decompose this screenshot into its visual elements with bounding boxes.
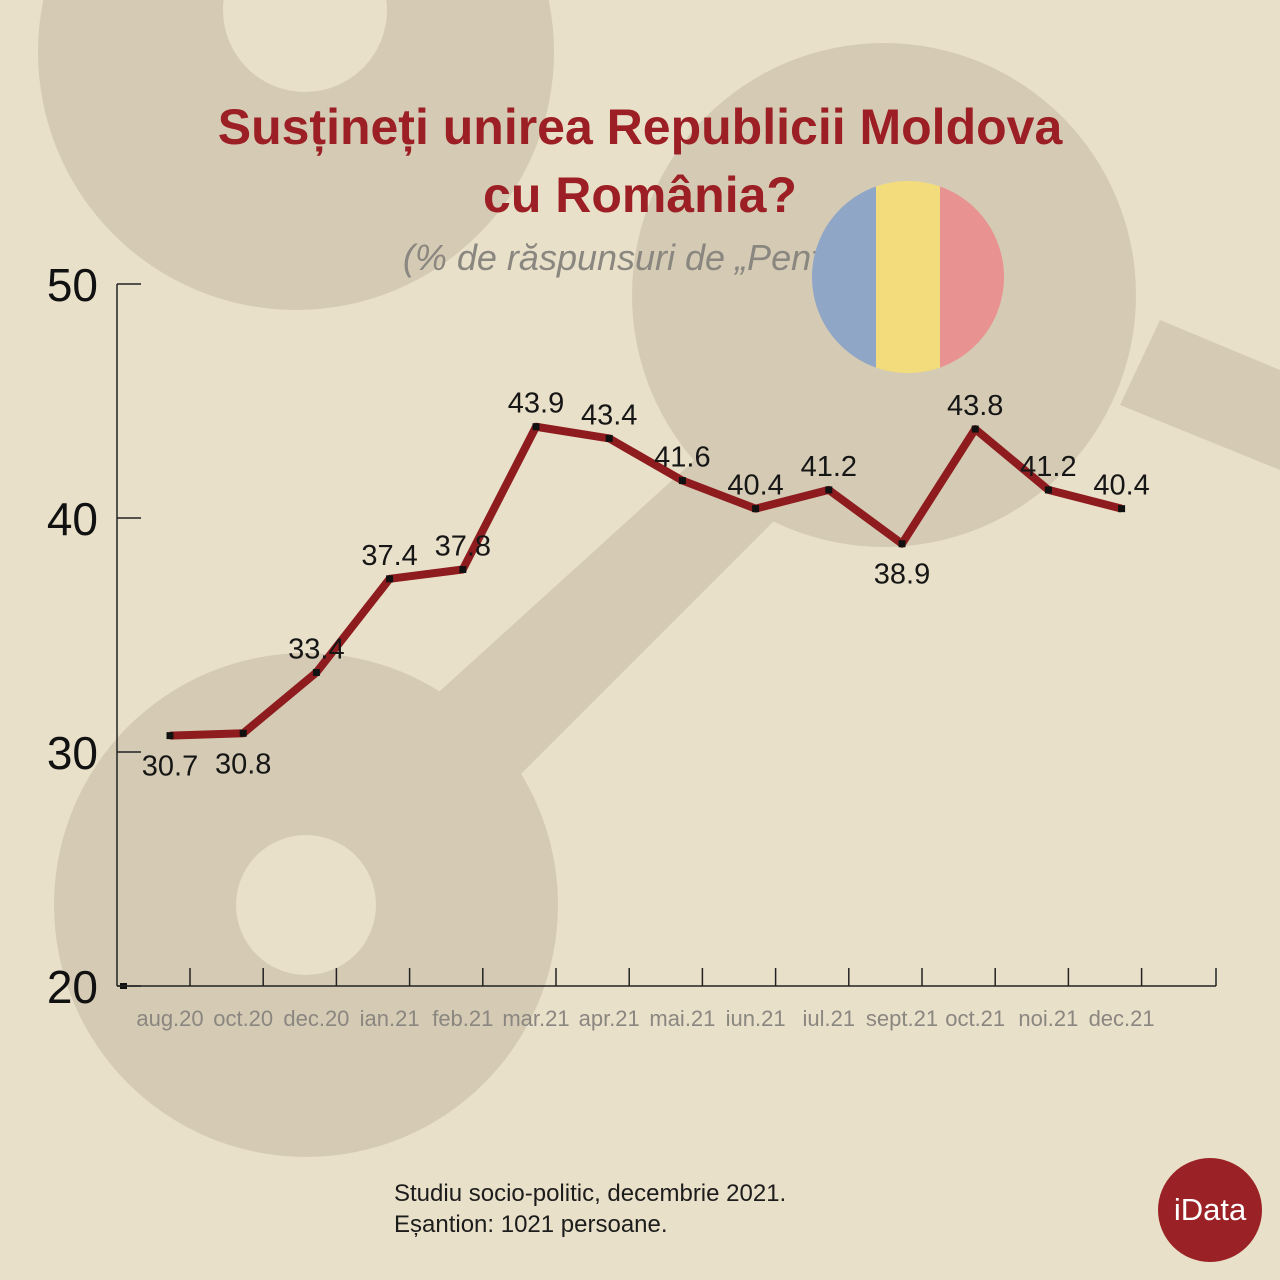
- data-point: [386, 575, 394, 583]
- bg-connector-diagonal: [430, 455, 775, 780]
- series-pentru: [166, 422, 1126, 740]
- series-line: [169, 422, 1123, 740]
- x-tick-label: mar.21: [502, 1006, 569, 1031]
- data-point: [898, 540, 906, 548]
- bg-ring-top-left: [38, 0, 554, 310]
- chart-title-line2: cu România?: [483, 167, 797, 223]
- x-tick-label: oct.21: [945, 1006, 1005, 1031]
- chart-title-line1: Susțineți unirea Republicii Moldova: [217, 99, 1063, 155]
- data-label: 43.4: [581, 399, 637, 431]
- chart-subtitle: (% de răspunsuri de „Pentru”): [402, 237, 878, 278]
- footnote: Studiu socio-politic, decembrie 2021. Eș…: [394, 1178, 786, 1240]
- data-point: [166, 732, 174, 740]
- flag-stripe-red: [940, 181, 1004, 373]
- data-point: [971, 425, 979, 433]
- x-tick-label: sept.21: [866, 1006, 938, 1031]
- data-point: [605, 434, 613, 442]
- data-point: [752, 505, 760, 513]
- y-tick-label: 30: [47, 727, 98, 779]
- footnote-sample: Eșantion: 1021 persoane.: [394, 1211, 668, 1238]
- bg-ring-hole-bottom-left: [236, 835, 376, 975]
- data-label: 40.4: [727, 470, 783, 502]
- x-tick-label: noi.21: [1018, 1006, 1078, 1031]
- y-tick-label: 50: [47, 259, 98, 311]
- data-label: 33.4: [288, 633, 344, 665]
- flag-stripe-blue: [812, 181, 876, 373]
- data-label: 43.8: [947, 390, 1003, 422]
- data-label: 41.2: [1020, 451, 1076, 483]
- data-label: 37.8: [435, 530, 491, 562]
- idata-logo: iData: [1158, 1158, 1262, 1262]
- x-tick-label: iun.21: [726, 1006, 786, 1031]
- x-tick-label: apr.21: [579, 1006, 640, 1031]
- x-tick-label: aug.20: [136, 1006, 203, 1031]
- data-label: 43.9: [508, 388, 564, 420]
- chart-axes: [116, 284, 1216, 989]
- data-point: [678, 477, 686, 485]
- x-tick-label: dec.21: [1089, 1006, 1155, 1031]
- data-labels: 30.7 30.8 33.4 37.4 37.8 43.9 43.4 41.6 40.4 41.2…: [142, 388, 1150, 783]
- flag-stripe-yellow: [876, 181, 940, 373]
- x-axis-ticks: aug.20 oct.20 dec.20 ian.21 feb.21 mar.21 apr.…: [136, 968, 1217, 1031]
- data-label: 30.8: [215, 748, 271, 780]
- y-axis-ticks: 20 30 40 50: [47, 259, 141, 1013]
- data-label: 41.2: [801, 451, 857, 483]
- data-point: [825, 486, 833, 494]
- data-label: 30.7: [142, 751, 198, 783]
- x-tick-label: mai.21: [649, 1006, 715, 1031]
- bg-ring-hole-top-left: [223, 0, 387, 92]
- y-tick-label: 40: [47, 493, 98, 545]
- x-tick-label: ian.21: [360, 1006, 420, 1031]
- data-point: [312, 668, 320, 676]
- romania-flag-icon: [812, 181, 1004, 373]
- x-tick-label: feb.21: [432, 1006, 493, 1031]
- y-tick-label: 20: [47, 961, 98, 1013]
- footnote-study: Studiu socio-politic, decembrie 2021.: [394, 1180, 787, 1207]
- data-point: [1044, 486, 1052, 494]
- data-point: [239, 729, 247, 737]
- data-point: [1118, 505, 1126, 513]
- data-point: [532, 423, 540, 431]
- x-tick-label: oct.20: [213, 1006, 273, 1031]
- x-tick-label: dec.20: [283, 1006, 349, 1031]
- x-tick-label: iul.21: [803, 1006, 856, 1031]
- data-label: 38.9: [874, 559, 930, 591]
- data-label: 40.4: [1093, 470, 1149, 502]
- data-point: [459, 565, 467, 573]
- data-label: 37.4: [361, 540, 417, 572]
- bg-connector-right: [1120, 320, 1280, 470]
- data-label: 41.6: [654, 442, 710, 474]
